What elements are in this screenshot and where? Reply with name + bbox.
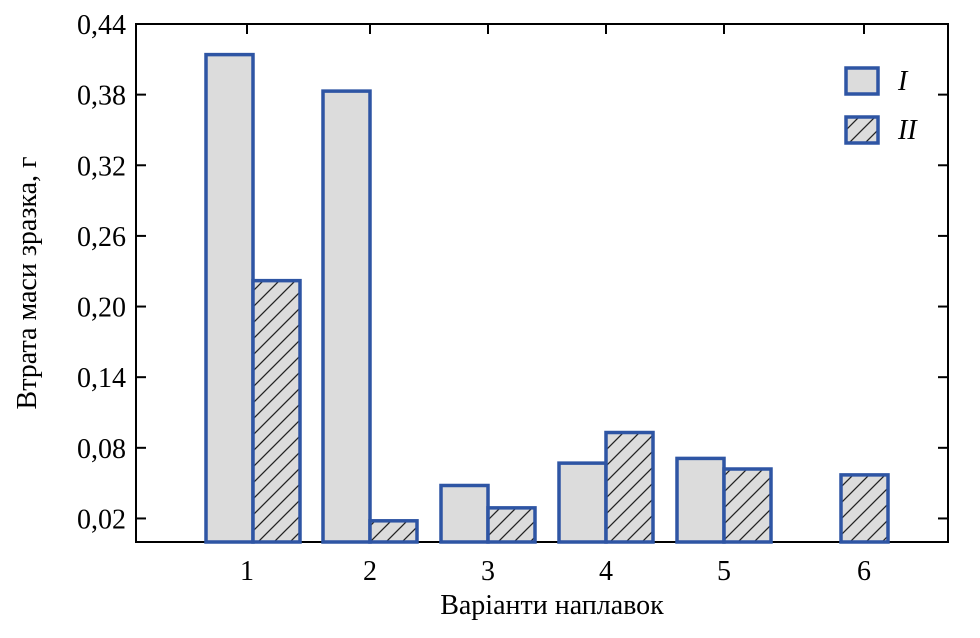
bar-series-I-cat-5 [675, 456, 726, 544]
bar-series-II-cat-3 [486, 506, 537, 544]
bar-series-II-cat-2 [368, 519, 419, 544]
y-tick-label: 0,38 [77, 81, 126, 112]
bar-series-I-cat-2 [321, 89, 372, 544]
legend-swatch-I [844, 66, 880, 96]
x-tick-label: 6 [857, 556, 871, 587]
y-axis-ticks: 0,02 0,08 0,14 0,20 0,26 0,32 0,38 0,44 [77, 10, 948, 535]
bar-series-II-cat-5 [722, 467, 773, 544]
x-tick-label: 5 [717, 556, 731, 587]
bars [204, 52, 890, 544]
y-tick-label: 0,02 [77, 504, 126, 535]
legend-swatch-II [844, 115, 880, 145]
y-tick-label: 0,14 [77, 363, 126, 394]
y-tick-label: 0,44 [77, 10, 126, 41]
y-tick-label: 0,08 [77, 434, 126, 465]
bar-series-II-cat-6 [839, 473, 890, 544]
bar-series-II-cat-1 [251, 278, 302, 544]
y-tick-label: 0,32 [77, 151, 126, 182]
y-tick-label: 0,26 [77, 222, 126, 253]
bar-series-I-cat-4 [557, 461, 608, 544]
legend: III [844, 66, 918, 146]
x-tick-label: 1 [240, 556, 254, 587]
y-tick-label: 0,20 [77, 293, 126, 324]
plot-frame [135, 23, 949, 543]
x-tick-label: 4 [599, 556, 613, 587]
bar-series-I-cat-1 [204, 52, 255, 544]
bar-series-I-cat-3 [439, 483, 490, 544]
x-tick-label: 2 [363, 556, 377, 587]
legend-label-I: I [897, 66, 909, 97]
x-tick-label: 3 [481, 556, 495, 587]
legend-label-II: II [897, 115, 918, 146]
bar-series-II-cat-4 [604, 430, 655, 544]
y-axis-title: Втрата маси зразка, г [12, 157, 43, 410]
x-axis-title: Варіанти наплавок [440, 590, 664, 621]
